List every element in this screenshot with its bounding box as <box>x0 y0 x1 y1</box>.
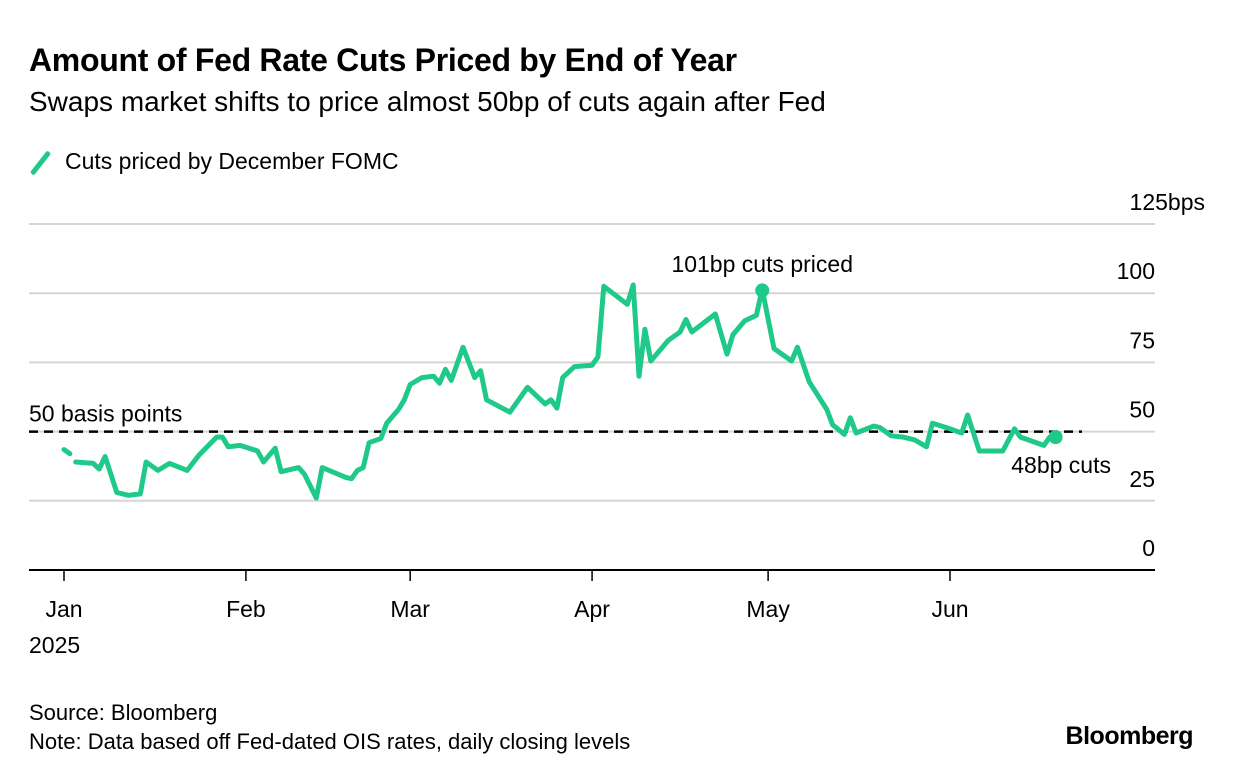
reference-line-label: 50 basis points <box>29 401 182 427</box>
x-tick-label: Jan <box>45 596 82 622</box>
bloomberg-logo: Bloomberg <box>1065 722 1194 750</box>
x-tick-label: Feb <box>226 596 266 622</box>
x-tick-label: May <box>746 596 790 622</box>
y-tick-label: 50 <box>1129 397 1155 423</box>
series-line <box>73 282 1053 501</box>
peak-annotation: 101bp cuts priced <box>671 251 853 277</box>
y-axis-labels: 0 25 50 75 100 125bps <box>1117 189 1205 561</box>
y-tick-label: 0 <box>1142 535 1155 561</box>
x-year-label: 2025 <box>29 632 80 658</box>
y-tick-label: 75 <box>1129 327 1155 353</box>
reference-line-group: 50 basis points <box>29 401 1082 433</box>
chart-subtitle: Swaps market shifts to price almost 50bp… <box>29 86 826 117</box>
latest-annotation: 48bp cuts <box>1011 452 1111 478</box>
series-group <box>61 282 1053 501</box>
peak-marker <box>755 283 770 298</box>
source-note: Source: Bloomberg <box>29 700 218 725</box>
annotations: 101bp cuts priced 48bp cuts <box>671 251 1111 478</box>
x-axis: Jan Feb Mar Apr May Jun 2025 <box>29 569 1155 658</box>
legend-label: Cuts priced by December FOMC <box>65 148 399 174</box>
latest-marker <box>1048 430 1063 445</box>
x-tick-label: Apr <box>574 596 610 622</box>
chart-title: Amount of Fed Rate Cuts Priced by End of… <box>29 42 737 78</box>
x-tick-label: Jun <box>931 596 968 622</box>
data-note: Note: Data based off Fed-dated OIS rates… <box>29 729 631 754</box>
y-tick-label: 25 <box>1129 466 1155 492</box>
y-tick-label: 100 <box>1117 258 1155 284</box>
x-tick-label: Mar <box>390 596 430 622</box>
legend: Cuts priced by December FOMC <box>29 148 399 175</box>
y-tick-label: 125bps <box>1130 189 1205 215</box>
series-line <box>61 447 73 457</box>
